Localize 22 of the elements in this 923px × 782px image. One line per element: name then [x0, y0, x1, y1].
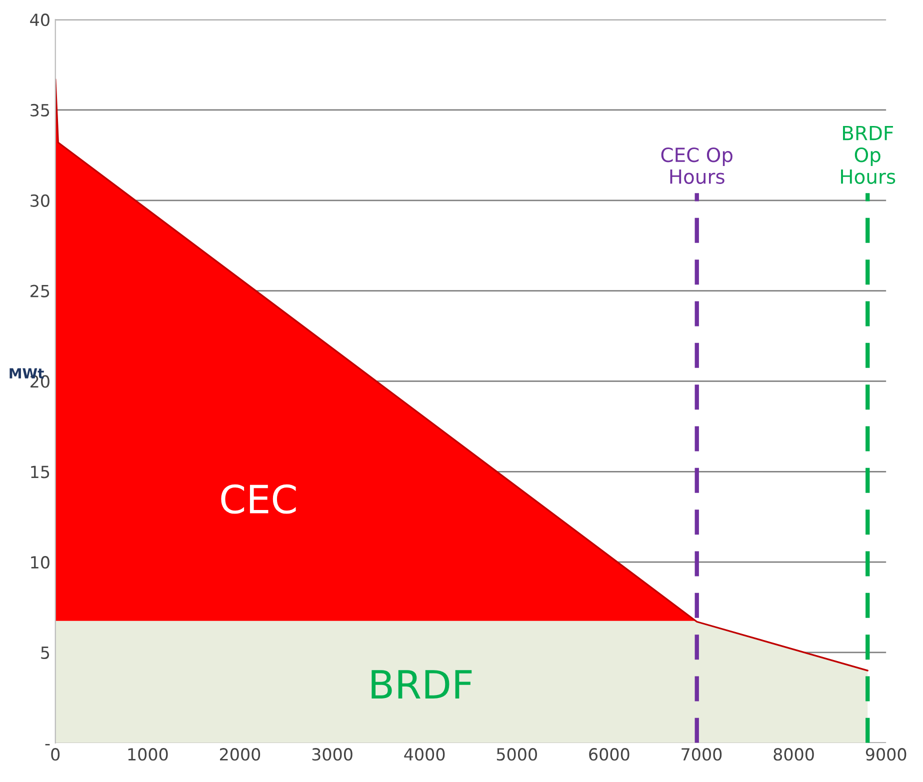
- y-tick-label: 40: [30, 14, 50, 26]
- x-tick-label: 4000: [404, 748, 445, 761]
- y-tick-label: 25: [30, 284, 50, 298]
- x-tick-label: 8000: [774, 748, 814, 761]
- x-tick-label: 3000: [312, 748, 352, 761]
- x-tick-label: 9000: [866, 748, 906, 761]
- y-tick-label: 15: [31, 466, 50, 478]
- y-tick-label: 10: [31, 556, 50, 569]
- series-label: BRDF: [372, 670, 472, 698]
- x-tick-label: 7000: [682, 748, 722, 761]
- y-tick-label: 35: [30, 104, 50, 117]
- y-tick-label: -: [45, 744, 50, 746]
- ref-line-label: CEC Op Hours: [661, 147, 732, 184]
- x-tick-label: 1000: [128, 748, 168, 761]
- x-tick-label: 5000: [496, 748, 537, 761]
- x-tick-label: 2000: [220, 748, 260, 761]
- y-tick-label: 30: [30, 194, 50, 207]
- ref-line-label: BRDF Op Hours: [841, 126, 896, 184]
- x-tick-label: 0: [51, 748, 60, 761]
- series-label: CEC: [221, 484, 296, 514]
- y-tick-label: 5: [41, 646, 50, 660]
- x-tick-label: 6000: [589, 748, 630, 761]
